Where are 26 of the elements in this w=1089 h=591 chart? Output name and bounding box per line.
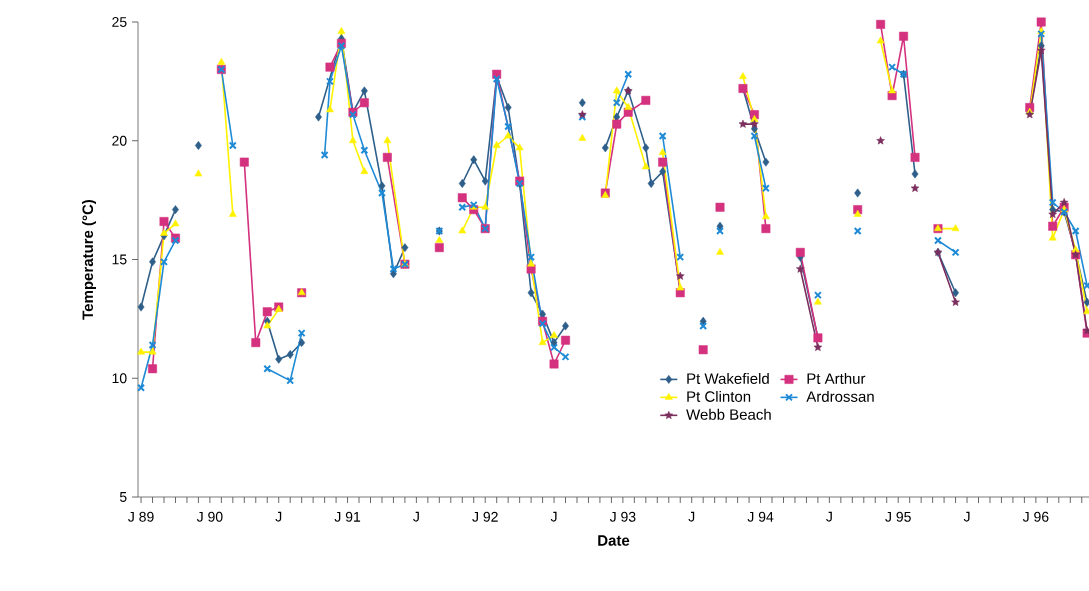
y-tick-label: 10 — [112, 373, 127, 384]
x-tick-label: J 89 — [128, 511, 154, 522]
x-axis-title: Date — [598, 535, 630, 546]
x-tick-label: J — [413, 511, 419, 522]
x-tick-label: J — [550, 511, 557, 522]
x-tick-label: J 90 — [196, 511, 223, 522]
x-tick-label: J — [275, 511, 282, 522]
y-tick-label: 5 — [119, 492, 127, 502]
x-tick-label: J — [963, 511, 970, 522]
legend-label: Webb Beach — [686, 408, 771, 420]
legend-label: Pt Wakefield — [687, 372, 769, 384]
x-tick-label: J 91 — [334, 511, 361, 522]
y-tick-label: 25 — [112, 17, 127, 27]
x-tick-label: J — [826, 511, 832, 522]
x-tick-label: J 92 — [472, 511, 498, 522]
x-tick-label: J — [688, 511, 695, 522]
x-tick-label: J 93 — [609, 511, 636, 522]
legend-label: Pt Arthur — [807, 372, 866, 384]
x-tick-label: J 96 — [1022, 511, 1049, 522]
x-tick-label: J 94 — [747, 511, 774, 522]
legend-label: Ardrossan — [806, 390, 874, 402]
x-tick-label: J 95 — [885, 511, 911, 522]
y-tick-label: 15 — [112, 254, 127, 265]
legend-label: Pt Clinton — [687, 390, 751, 402]
y-tick-label: 20 — [112, 135, 127, 146]
y-axis-title: Temperature (°C) — [82, 199, 97, 320]
